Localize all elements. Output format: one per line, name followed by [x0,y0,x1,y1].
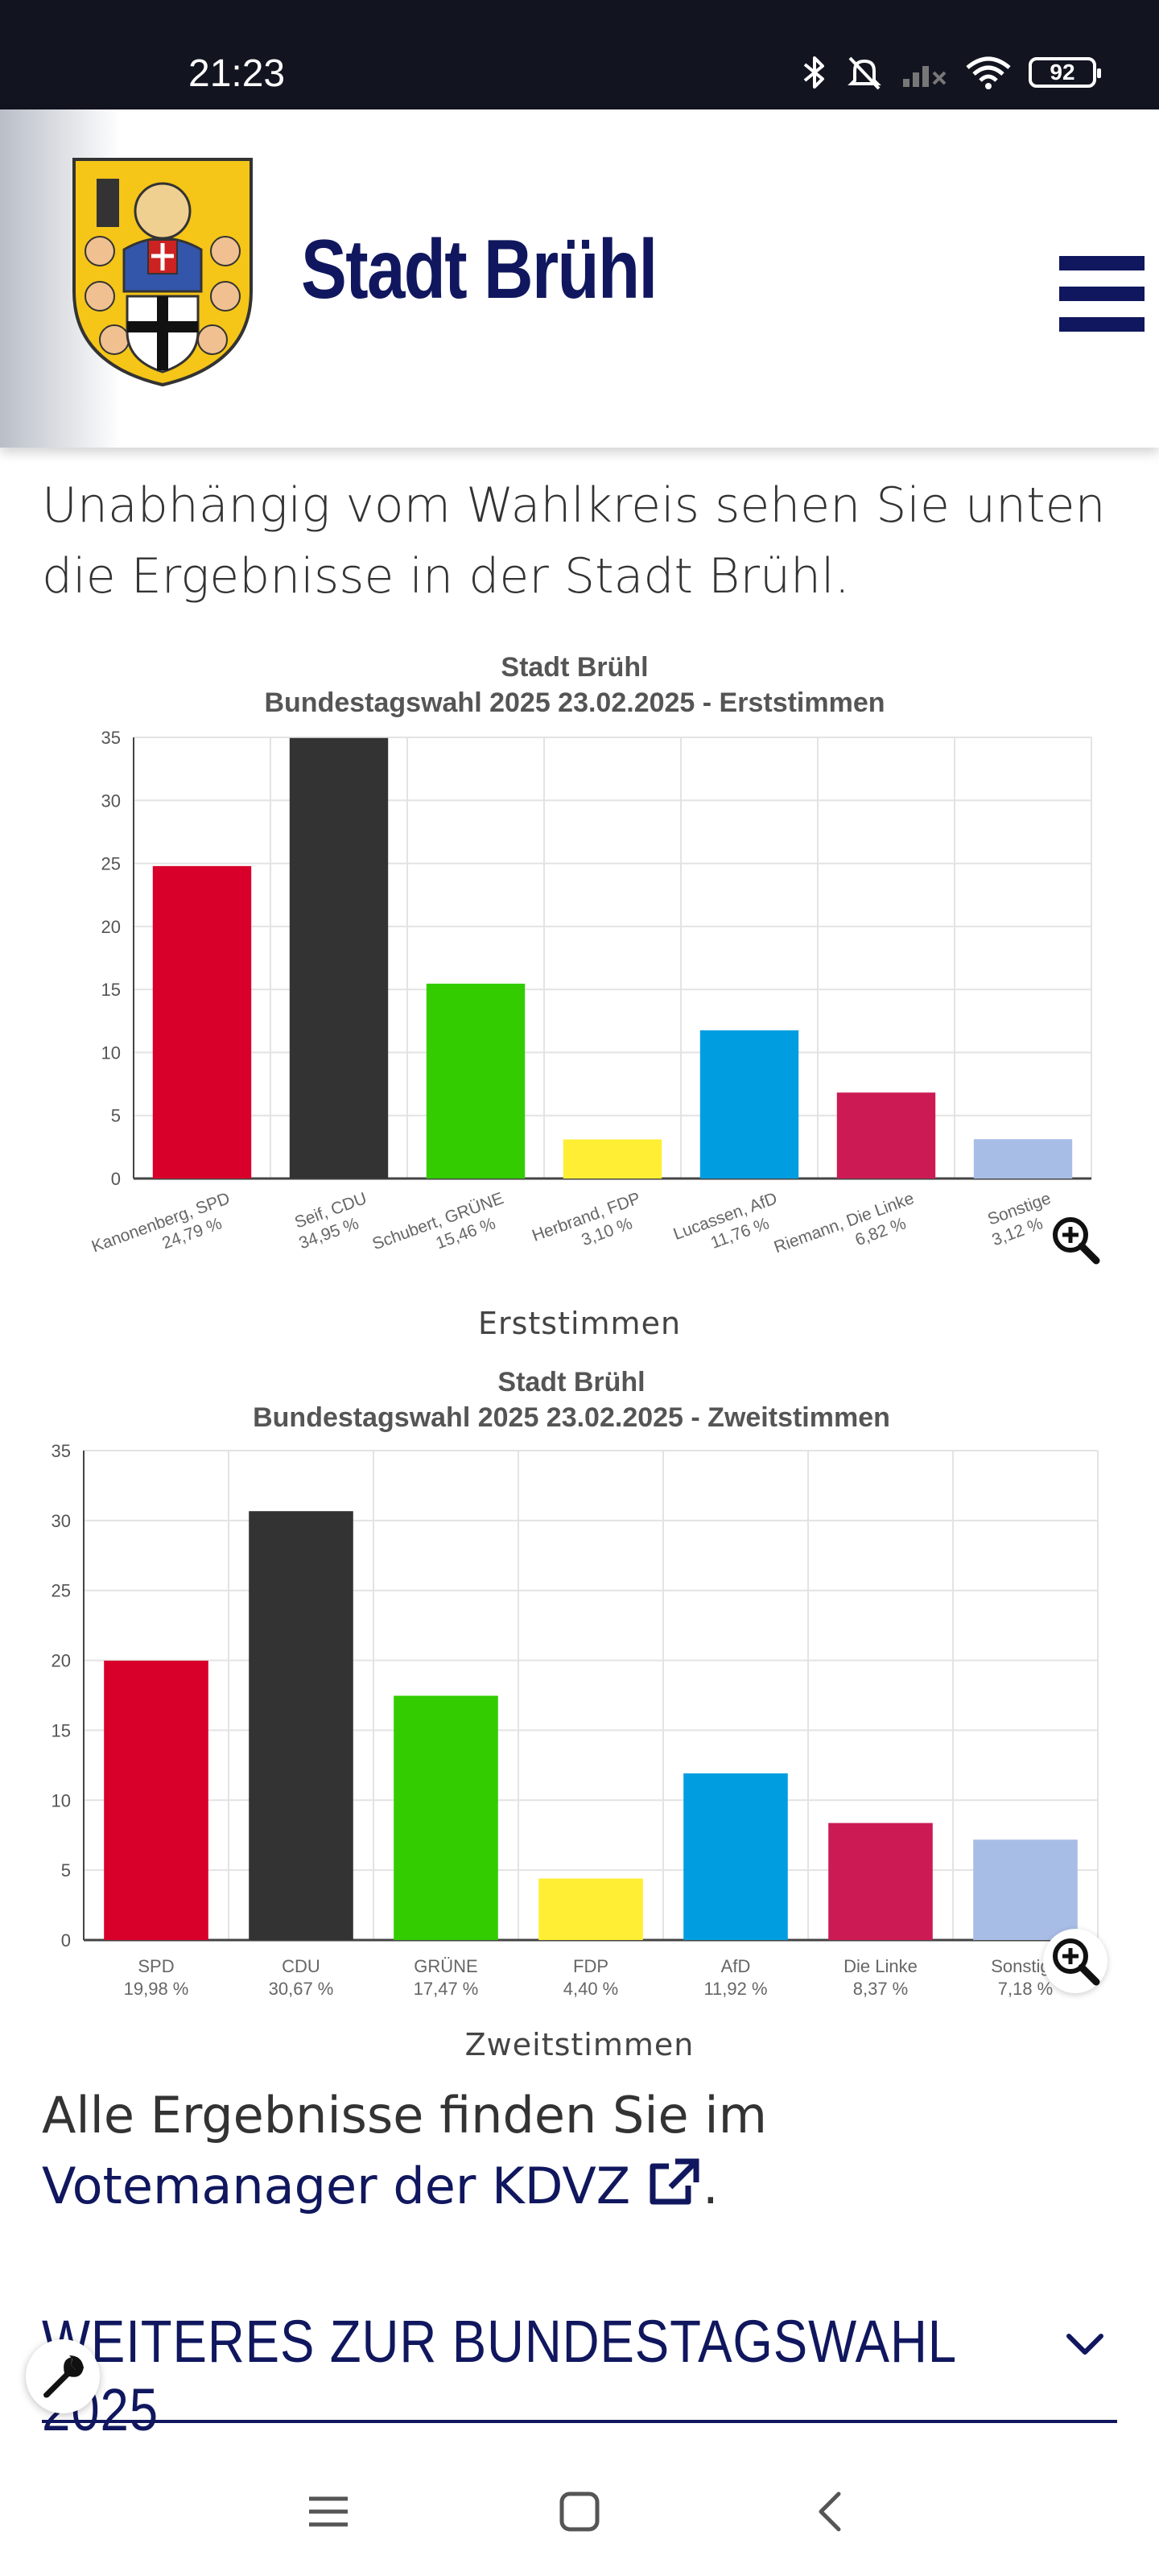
zweitstimmen-chart[interactable]: Stadt Brühl Bundestagswahl 2025 23.02.202… [40,1360,1119,2004]
accordion-title[interactable]: WEITERES ZUR BUNDESTAGSWAHL 2025 [42,2308,955,2443]
chart-title: Stadt Brühl [501,652,648,683]
votemanager-link[interactable]: Votemanager der KDVZ [42,2157,703,2215]
bar[interactable] [973,1139,1073,1179]
data-label: 7,18 % [998,1979,1054,1999]
chart-caption: Zweitstimmen [464,2027,695,2062]
data-label: 8,37 % [853,1979,909,1999]
wifi-icon [966,56,1011,89]
site-title[interactable]: Stadt Brühl [301,223,658,316]
chart-title: Stadt Brühl [497,1367,645,1397]
status-bar: 21:23 92 [0,0,1159,109]
hamburger-menu-icon[interactable] [1059,256,1145,332]
home-icon[interactable] [547,2479,612,2544]
data-label: 30,67 % [269,1979,334,1999]
bar[interactable] [538,1878,643,1940]
y-tick-label: 35 [52,1441,71,1461]
x-tick-label: AfD [721,1956,751,1976]
status-time: 21:23 [188,52,286,95]
bar[interactable] [699,1030,799,1179]
battery-icon: 92 [1029,57,1101,88]
site-header: Stadt Brühl [0,109,1159,448]
zoom-in-icon[interactable] [1043,1929,1107,1993]
data-label: 17,47 % [414,1979,479,1999]
bar[interactable] [289,737,389,1179]
y-tick-label: 25 [52,1581,71,1601]
bar[interactable] [683,1773,788,1940]
chart-subtitle: Bundestagswahl 2025 23.02.2025 - Erststi… [264,687,885,718]
chart-caption: Erststimmen [477,1306,682,1341]
y-tick-label: 25 [101,854,121,874]
bar[interactable] [104,1660,208,1940]
x-tick-label: Die Linke [843,1956,918,1976]
chart-subtitle: Bundestagswahl 2025 23.02.2025 - Zweitst… [253,1402,890,1433]
x-tick-label: FDP [573,1956,608,1976]
external-link-icon [650,2158,699,2205]
y-tick-label: 0 [111,1169,121,1189]
menu-bar [1059,256,1145,270]
results-suffix: . [702,2157,719,2215]
system-nav-bar [0,2431,1159,2576]
y-tick-label: 5 [61,1860,71,1880]
y-tick-label: 5 [111,1106,121,1126]
y-tick-label: 15 [52,1720,71,1740]
intro-text: Unabhängig vom Wahlkreis sehen Sie unten… [42,477,1106,605]
silent-icon [848,56,881,90]
data-label: 19,98 % [124,1979,189,1999]
back-icon[interactable] [798,2479,863,2544]
results-prefix: Alle Ergebnisse finden Sie im [42,2086,768,2145]
results-paragraph: Alle Ergebnisse finden Sie im Votemanage… [42,2080,1120,2222]
status-icons: 92 [800,55,1101,90]
menu-bar [1059,287,1145,301]
y-tick-label: 10 [52,1790,71,1810]
y-tick-label: 35 [101,728,121,748]
zoom-in-icon[interactable] [1043,1208,1107,1272]
bar[interactable] [836,1092,936,1179]
y-tick-label: 10 [101,1042,121,1063]
signal-icon [903,66,947,87]
x-tick-label: SPD [138,1956,174,1976]
city-crest-logo[interactable] [68,155,258,388]
bar[interactable] [828,1823,933,1940]
y-tick-label: 0 [61,1930,71,1951]
y-tick-label: 30 [52,1511,71,1531]
bar[interactable] [563,1139,662,1179]
bar[interactable] [249,1511,353,1940]
bar[interactable] [973,1839,1078,1940]
erststimmen-chart[interactable]: Stadt Brühl Bundestagswahl 2025 23.02.202… [40,644,1119,1272]
bar[interactable] [152,865,252,1179]
accordion-bundestagswahl[interactable]: WEITERES ZUR BUNDESTAGSWAHL 2025 [42,2286,1117,2443]
y-tick-label: 15 [101,980,121,1000]
menu-bar [1059,317,1145,332]
wrench-icon[interactable] [26,2339,100,2413]
chevron-down-icon[interactable] [1061,2320,1109,2368]
x-tick-label: CDU [282,1956,320,1976]
data-label: 11,92 % [703,1979,767,1999]
bar[interactable] [394,1695,498,1940]
y-tick-label: 30 [101,791,121,811]
data-label: 4,40 % [563,1979,619,1999]
y-tick-label: 20 [101,917,121,937]
x-tick-label: GRÜNE [414,1956,477,1976]
recent-apps-icon[interactable] [296,2479,361,2544]
y-tick-label: 20 [52,1651,71,1671]
bar[interactable] [426,983,526,1179]
bluetooth-icon [803,56,824,89]
